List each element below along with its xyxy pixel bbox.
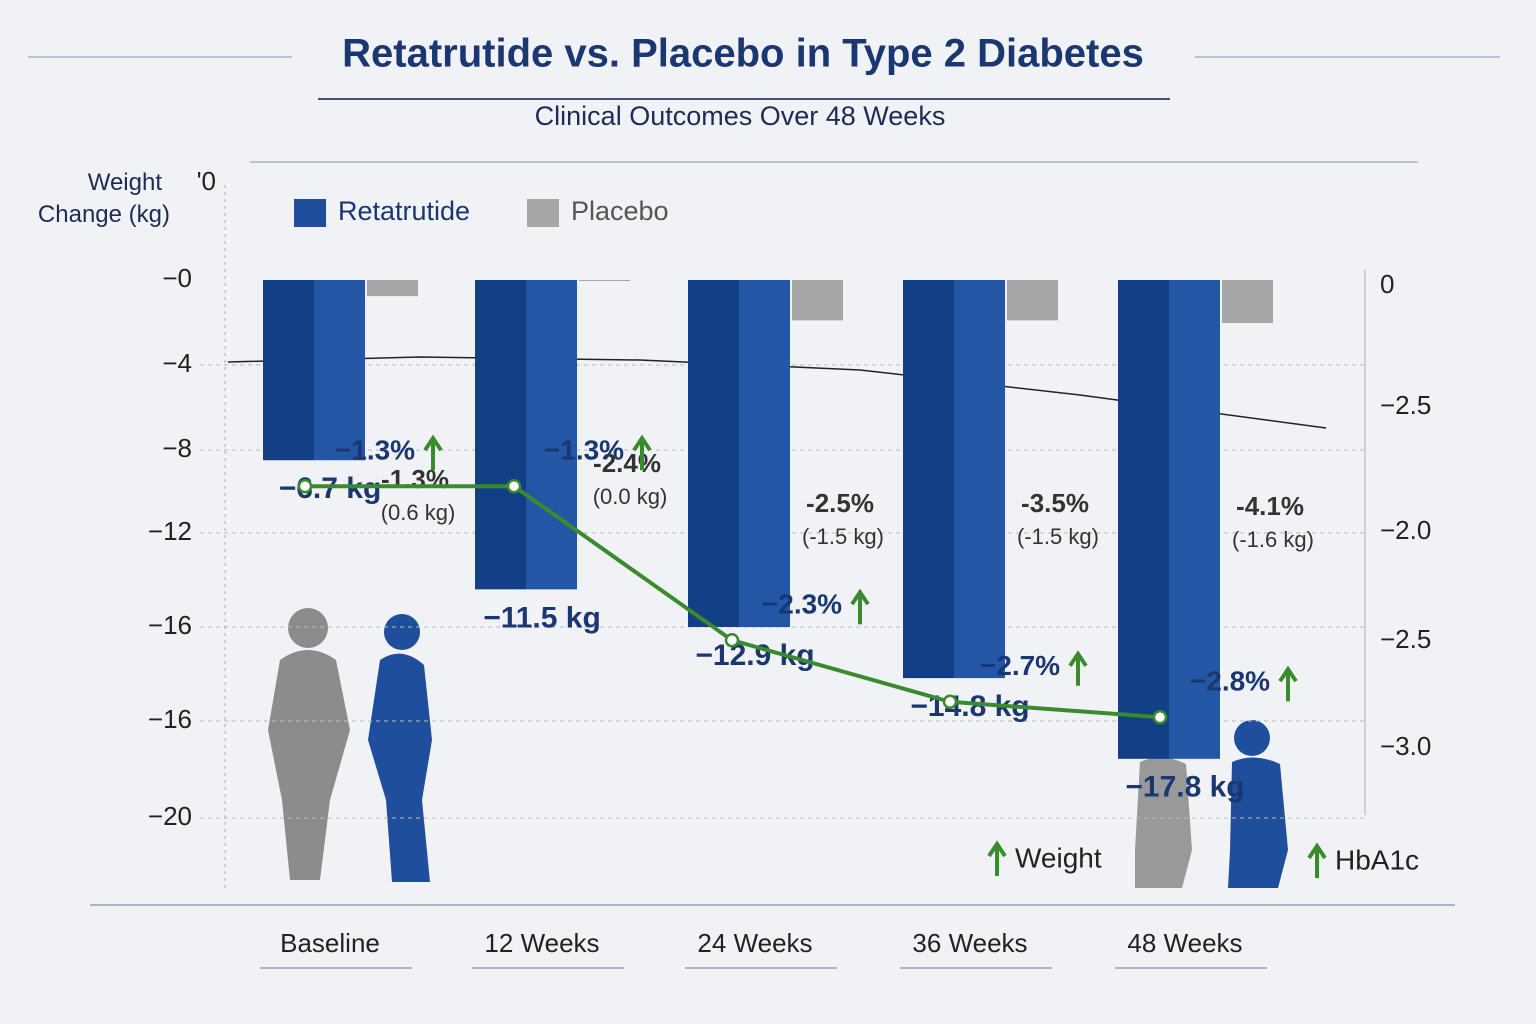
value-label: −6.7 kg [279, 472, 382, 505]
hba1c-point [297, 478, 313, 494]
bar [475, 280, 577, 590]
x-tick-label: Baseline [280, 928, 380, 958]
hba1c-point [1152, 709, 1168, 725]
value-label: −12.9 kg [695, 639, 814, 672]
bar [579, 280, 630, 281]
arrow [987, 840, 1007, 876]
value-label: (0.6 kg) [381, 500, 456, 525]
arrow [850, 588, 870, 625]
y-tick-label: −8 [162, 433, 192, 463]
value-label: −17.8 kg [1125, 771, 1244, 804]
bar [1118, 280, 1220, 759]
y2-tick-label: −3.0 [1380, 731, 1431, 761]
hba1c-label: −2.7% [980, 650, 1060, 681]
x-tick-label: 36 Weeks [912, 928, 1027, 958]
y-tick-label: −20 [148, 801, 192, 831]
bar [903, 280, 1005, 679]
y2-tick-label: −2.5 [1380, 390, 1431, 420]
y-tick-label: −4 [162, 348, 192, 378]
legend-swatch [527, 199, 559, 227]
x-tick-label: 12 Weeks [484, 928, 599, 958]
y-axis-title-line: Change (kg) [38, 201, 170, 228]
x-tick-label: 24 Weeks [697, 928, 812, 958]
legend-label: Retatrutide [338, 196, 470, 226]
hba1c-point [724, 632, 740, 648]
y2-tick-label: −2.0 [1380, 515, 1431, 545]
legend-label: Placebo [571, 196, 669, 226]
arrow [423, 434, 443, 471]
chart-subtitle: Clinical Outcomes Over 48 Weeks [535, 101, 946, 131]
bar [367, 280, 418, 297]
y-tick-label: −16 [148, 704, 192, 734]
y2-tick-label: −2.5 [1380, 624, 1431, 654]
arrow [1068, 650, 1088, 686]
arrow [1278, 665, 1298, 702]
x-tick-label: 48 Weeks [1127, 928, 1242, 958]
hba1c-point [506, 478, 522, 494]
value-label: (-1.6 kg) [1232, 527, 1314, 552]
pct-label: -2.4% [593, 448, 661, 478]
legend-swatch [294, 199, 326, 227]
y-tick-label: −0 [162, 263, 192, 293]
hba1c-label: −1.3% [544, 435, 624, 466]
value-label: (-1.5 kg) [802, 524, 884, 549]
chart-title: Retatrutide vs. Placebo in Type 2 Diabet… [342, 32, 1144, 76]
value-label: (-1.5 kg) [1017, 524, 1099, 549]
y-tick-label: −16 [148, 610, 192, 640]
y-axis-title: Weight Change (kg) [38, 169, 170, 228]
hba1c-label: −1.3% [335, 435, 415, 466]
y-tick-label: '0 [197, 166, 216, 196]
bar [263, 280, 365, 461]
arrow [1307, 842, 1327, 878]
footer-label: HbA1c [1335, 844, 1419, 875]
arrow [632, 434, 652, 471]
pct-label: -3.5% [1021, 488, 1089, 518]
y2-tick-label: 0 [1380, 269, 1394, 299]
bar [1222, 280, 1273, 324]
bar [1007, 280, 1058, 321]
hba1c-point [942, 694, 958, 710]
hba1c-label: −2.3% [762, 589, 842, 620]
value-label: (0.0 kg) [593, 484, 668, 509]
y-tick-label: −12 [148, 516, 192, 546]
pct-label: -2.5% [806, 488, 874, 518]
footer-label: Weight [1015, 842, 1102, 873]
pct-label: -1.3% [381, 464, 449, 494]
bar [688, 280, 790, 628]
value-label: −11.5 kg [483, 601, 601, 634]
y-axis-title-line: Weight [88, 169, 163, 196]
bar [792, 280, 843, 321]
pct-label: -4.1% [1236, 491, 1304, 521]
hba1c-label: −2.8% [1190, 666, 1270, 697]
